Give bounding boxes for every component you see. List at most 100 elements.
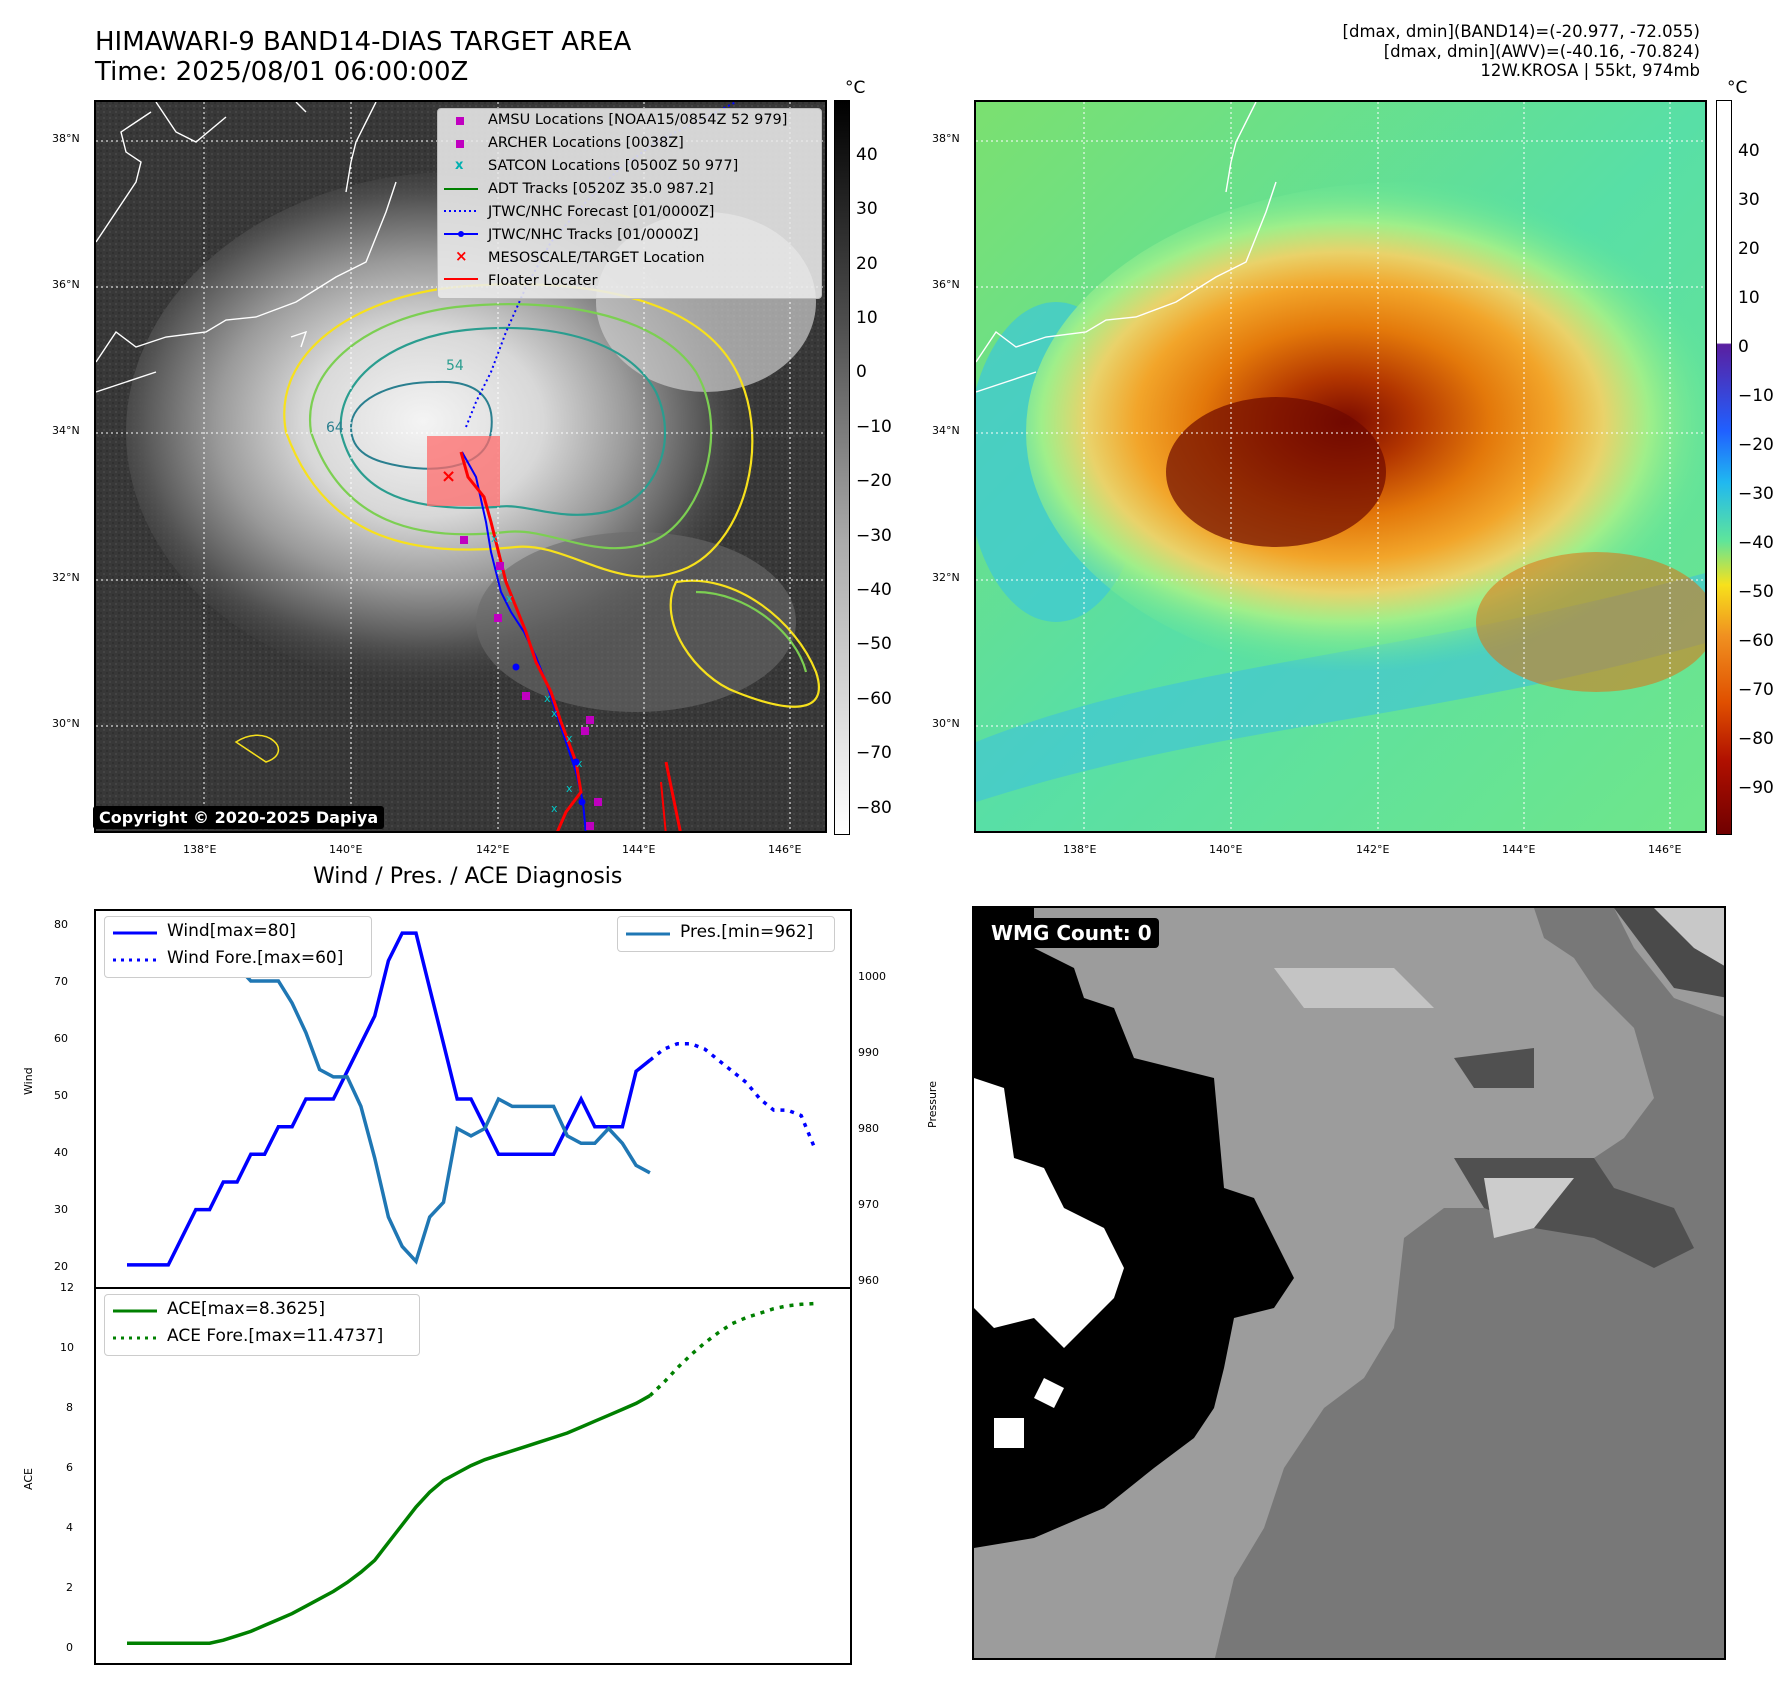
wind-tick: 30 <box>54 1203 68 1216</box>
awv-cb-tick: −70 <box>1738 680 1774 700</box>
lat-label: 34°N <box>932 424 960 437</box>
awv-cb-tick: −40 <box>1738 533 1774 553</box>
awv-cb-tick: −30 <box>1738 484 1774 504</box>
awv-cb-tick: 10 <box>1738 288 1760 308</box>
wind-tick: 20 <box>54 1260 68 1273</box>
contour-label-54: 54 <box>446 358 464 374</box>
wind-axis-label: Wind <box>22 1067 35 1095</box>
lat-label: 38°N <box>52 132 80 145</box>
figure-title: HIMAWARI-9 BAND14-DIAS TARGET AREA Time:… <box>95 27 632 87</box>
lat-label: 30°N <box>52 717 80 730</box>
awv-cb-tick: −80 <box>1738 729 1774 749</box>
ace-tick: 8 <box>66 1401 73 1414</box>
ir-cb-tick: −20 <box>856 471 892 491</box>
lat-label: 34°N <box>52 424 80 437</box>
awv-cb-tick: 0 <box>1738 337 1749 357</box>
ace-tick: 4 <box>66 1521 73 1534</box>
wind-legend: Wind[max=80] Wind Fore.[max=60] <box>104 916 372 978</box>
pres-tick: 1000 <box>858 970 886 983</box>
ir-cb-tick: 40 <box>856 145 878 165</box>
lon-label: 140°E <box>1209 843 1243 856</box>
legend-target: MESOSCALE/TARGET Location <box>488 250 705 266</box>
ace-tick: 0 <box>66 1641 73 1654</box>
awv-cb-tick: 20 <box>1738 239 1760 259</box>
awv-cb-tick: −20 <box>1738 435 1774 455</box>
pres-tick: 990 <box>858 1046 879 1059</box>
ir-cb-tick: 10 <box>856 308 878 328</box>
lat-label: 38°N <box>932 132 960 145</box>
ir-cb-tick: −50 <box>856 634 892 654</box>
series-line-0-1 <box>648 1041 817 1150</box>
wind-tick: 40 <box>54 1146 68 1159</box>
target-box <box>427 436 500 506</box>
lat-label: 32°N <box>52 571 80 584</box>
lon-label: 142°E <box>1356 843 1390 856</box>
lon-label: 142°E <box>476 843 510 856</box>
awv-cb-tick: −90 <box>1738 778 1774 798</box>
wmg-count-badge: WMG Count: 0 <box>984 918 1159 948</box>
wmg-panel <box>972 906 1726 1660</box>
ir-cb-tick: −10 <box>856 417 892 437</box>
ace-tick: 2 <box>66 1581 73 1594</box>
svg-text:x: x <box>455 158 464 173</box>
lat-label: 36°N <box>52 278 80 291</box>
lat-label: 30°N <box>932 717 960 730</box>
awv-map-panel <box>974 100 1707 833</box>
legend-amsu: AMSU Locations [NOAA15/0854Z 52 979] <box>488 112 788 128</box>
series-line-2-0 <box>127 1394 651 1645</box>
legend-satcon: SATCON Locations [0500Z 50 977] <box>488 158 739 174</box>
lat-label: 32°N <box>932 571 960 584</box>
series-line-2-1 <box>648 1301 816 1397</box>
awv-cb-tick: 30 <box>1738 190 1760 210</box>
series-line-0-0 <box>127 931 651 1267</box>
lon-label: 140°E <box>329 843 363 856</box>
ace-tick: 6 <box>66 1461 73 1474</box>
awv-colorbar <box>1716 100 1732 835</box>
jtwc-points <box>512 663 586 806</box>
awv-cb-tick: −50 <box>1738 582 1774 602</box>
svg-text:x: x <box>566 782 573 795</box>
pres-tick: 980 <box>858 1122 879 1135</box>
ir-cb-tick: −30 <box>856 526 892 546</box>
lon-label: 144°E <box>622 843 656 856</box>
legend-ace-forecast: ACE Fore.[max=11.4737] <box>167 1326 384 1346</box>
ace-legend: ACE[max=8.3625] ACE Fore.[max=11.4737] <box>104 1294 420 1356</box>
legend-ace: ACE[max=8.3625] <box>167 1299 325 1319</box>
wind-tick: 50 <box>54 1089 68 1102</box>
legend-archer: ARCHER Locations [0038Z] <box>488 135 684 151</box>
lon-label: 138°E <box>1063 843 1097 856</box>
contour-label-64: 64 <box>326 420 344 436</box>
lon-label: 146°E <box>1648 843 1682 856</box>
pressure-legend: Pres.[min=962] <box>617 916 835 952</box>
legend-wind-forecast: Wind Fore.[max=60] <box>167 948 344 968</box>
legend-jtwc-forecast: JTWC/NHC Forecast [01/0000Z] <box>488 204 715 220</box>
ir-cb-tick: −40 <box>856 580 892 600</box>
diagnosis-title: Wind / Pres. / ACE Diagnosis <box>313 864 623 889</box>
floater-track <box>459 451 583 831</box>
ir-cb-tick: −80 <box>856 798 892 818</box>
svg-text:x: x <box>576 757 583 770</box>
svg-text:×: × <box>455 247 468 265</box>
wind-tick: 70 <box>54 975 68 988</box>
awv-cb-tick: 40 <box>1738 141 1760 161</box>
contours <box>234 283 820 763</box>
pressure-axis-label: Pressure <box>926 1081 939 1128</box>
wmg-grid-svg <box>974 908 1724 1658</box>
svg-text:x: x <box>544 692 551 705</box>
svg-text:x: x <box>491 532 498 545</box>
ace-axis-label: ACE <box>22 1468 35 1490</box>
svg-text:x: x <box>551 707 558 720</box>
ir-cb-tick: −70 <box>856 743 892 763</box>
legend-wind: Wind[max=80] <box>167 921 296 941</box>
wind-tick: 80 <box>54 918 68 931</box>
svg-text:x: x <box>506 592 513 605</box>
legend-floater: Floater Locater <box>488 273 598 289</box>
amsu-markers <box>460 536 602 830</box>
ir-cb-tick: 0 <box>856 362 867 382</box>
lon-label: 144°E <box>1502 843 1536 856</box>
ir-cb-tick: −60 <box>856 689 892 709</box>
ir-colorbar <box>834 100 850 835</box>
ir-map-panel: 54 64 <box>94 100 827 833</box>
awv-cb-tick: −10 <box>1738 386 1774 406</box>
lon-label: 146°E <box>768 843 802 856</box>
